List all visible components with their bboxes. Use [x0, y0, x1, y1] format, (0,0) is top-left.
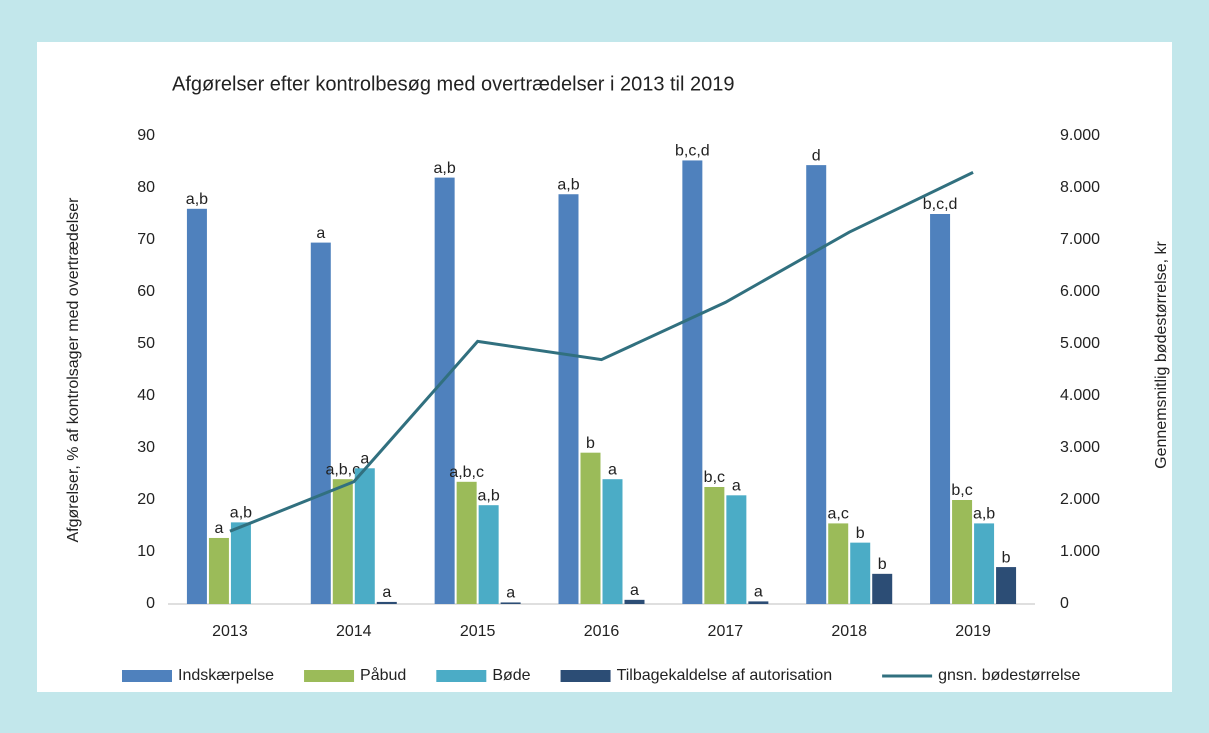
bar-label: a — [732, 478, 741, 495]
bar — [952, 500, 973, 604]
bar-label: a — [382, 584, 391, 601]
y2-tick-label: 8.000 — [1060, 179, 1100, 196]
legend-swatch — [560, 670, 611, 682]
y2-tick-label: 2.000 — [1060, 491, 1100, 508]
legend-label: gnsn. bødestørrelse — [938, 667, 1080, 684]
chart-title: Afgørelser efter kontrolbesøg med overtr… — [172, 73, 735, 95]
bar-label: a,c — [828, 506, 849, 523]
y-axis-title: Afgørelser, % af kontrolsager med overtr… — [65, 197, 82, 543]
bar-label: b — [878, 556, 887, 573]
bar — [850, 542, 871, 604]
legend-label: Tilbagekaldelse af autorisation — [617, 667, 833, 684]
legend-swatch — [304, 670, 355, 682]
y-tick-label: 60 — [137, 283, 155, 300]
y-tick-label: 50 — [137, 335, 155, 352]
bar-label: a,b,c — [449, 464, 484, 481]
bar — [186, 208, 207, 605]
bar — [478, 505, 499, 604]
bar — [602, 479, 623, 604]
bar — [580, 452, 601, 604]
y2-tick-label: 1.000 — [1060, 543, 1100, 560]
legend-label: Bøde — [492, 667, 530, 684]
bar — [748, 601, 769, 604]
y2-tick-label: 5.000 — [1060, 335, 1100, 352]
bar-label: b — [1002, 549, 1011, 566]
y-tick-label: 20 — [137, 491, 155, 508]
bar-label: a,b — [973, 506, 995, 523]
bar — [456, 481, 477, 604]
bar-label: a,b — [557, 176, 579, 193]
legend-swatch — [122, 670, 172, 682]
bar — [974, 523, 995, 604]
bar-label: b,c,d — [675, 143, 710, 160]
bar-label: a — [316, 225, 325, 242]
bar — [682, 160, 703, 604]
bar — [726, 495, 747, 604]
bar — [828, 523, 849, 604]
bar — [230, 522, 251, 604]
x-tick-label: 2016 — [584, 623, 620, 640]
y-tick-label: 70 — [137, 231, 155, 248]
bar-label: a — [506, 585, 515, 602]
bar — [208, 537, 229, 604]
bar — [624, 599, 645, 604]
bar — [434, 177, 455, 604]
bar-label: a — [214, 520, 223, 537]
bar-label: a,b — [186, 191, 208, 208]
bar — [806, 165, 827, 604]
y-tick-label: 80 — [137, 179, 155, 196]
bar-label: b,c — [951, 482, 972, 499]
bar-label: b — [586, 435, 595, 452]
line — [229, 171, 974, 533]
bar — [376, 601, 397, 604]
x-tick-label: 2015 — [460, 623, 496, 640]
bar — [872, 573, 893, 604]
x-tick-label: 2019 — [955, 623, 991, 640]
bar — [558, 194, 579, 605]
y2-tick-label: 4.000 — [1060, 387, 1100, 404]
y2-axis-title: Gennemsnitlig bødestørrelse, kr — [1153, 241, 1170, 469]
y2-tick-label: 3.000 — [1060, 439, 1100, 456]
bar-label: b,c — [704, 469, 725, 486]
bar-label: a — [360, 450, 369, 467]
x-tick-label: 2018 — [831, 623, 867, 640]
bar-label: a — [754, 584, 763, 601]
y-tick-label: 0 — [146, 595, 155, 612]
bar-label: a,b — [478, 487, 500, 504]
bar — [354, 468, 375, 604]
bar-label: a,b — [230, 505, 252, 522]
y2-tick-label: 6.000 — [1060, 283, 1100, 300]
bar — [332, 479, 353, 604]
y2-tick-label: 0 — [1060, 595, 1069, 612]
x-tick-label: 2014 — [336, 623, 372, 640]
y-tick-label: 30 — [137, 439, 155, 456]
bar-label: b,c,d — [923, 196, 958, 213]
bar-label: b — [856, 525, 865, 542]
legend-swatch — [436, 670, 487, 682]
bar — [704, 487, 725, 604]
y-tick-label: 10 — [137, 543, 155, 560]
y2-tick-label: 7.000 — [1060, 231, 1100, 248]
bar — [930, 214, 951, 604]
legend-label: Indskærpelse — [178, 667, 274, 684]
y-tick-label: 90 — [137, 127, 155, 144]
y-tick-label: 40 — [137, 387, 155, 404]
x-tick-label: 2013 — [212, 623, 248, 640]
bar-label: a — [608, 461, 617, 478]
x-tick-label: 2017 — [708, 623, 744, 640]
bar — [500, 602, 521, 604]
bar-label: d — [812, 147, 821, 164]
bar-label: a,b — [434, 160, 456, 177]
y2-tick-label: 9.000 — [1060, 127, 1100, 144]
bar — [310, 242, 331, 604]
bar-label: a,b,c — [325, 461, 360, 478]
bar — [996, 567, 1017, 604]
bar-label: a — [630, 582, 639, 599]
legend-label: Påbud — [360, 666, 406, 684]
